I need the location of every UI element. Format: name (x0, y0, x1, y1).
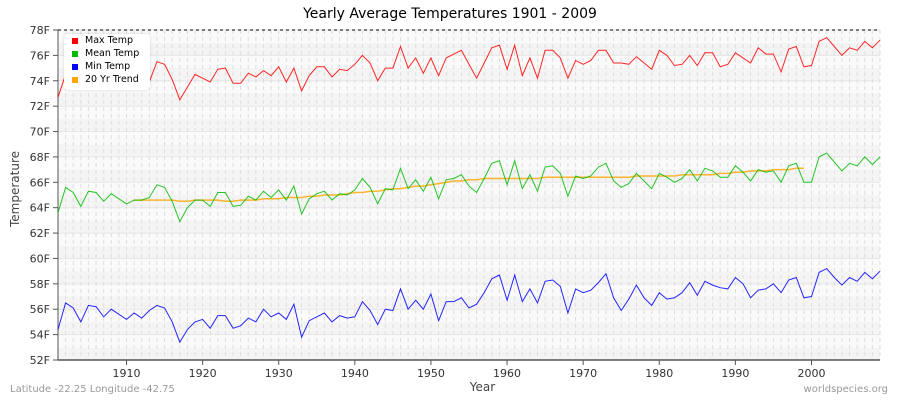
x-tick-label: 1930 (265, 367, 293, 380)
y-tick-label: 58F (30, 278, 50, 291)
x-tick-label: 1910 (113, 367, 141, 380)
x-tick-label: 1970 (569, 367, 597, 380)
legend-label: 20 Yr Trend (85, 74, 139, 85)
x-tick-label: 1920 (189, 367, 217, 380)
y-tick-label: 74F (30, 75, 50, 88)
y-tick-label: 76F (30, 49, 50, 62)
series-line-20-yr-trend (134, 167, 804, 203)
y-tick-label: 78F (30, 24, 50, 37)
mean-swatch (72, 50, 78, 57)
y-tick-label: 60F (30, 252, 50, 265)
x-axis-label: Year (469, 380, 496, 394)
y-tick-label: 62F (30, 227, 50, 240)
source-link[interactable]: worldspecies.org (803, 384, 888, 395)
y-tick-label: 56F (30, 303, 50, 316)
series-line-max-temp (57, 36, 881, 101)
legend-item-trend[interactable]: 20 Yr Trend (64, 73, 150, 86)
legend-label: Min Temp (85, 61, 131, 72)
y-tick-label: 72F (30, 100, 50, 113)
legend-item-mean[interactable]: Mean Temp (64, 47, 150, 60)
series-line-min-temp (57, 267, 881, 344)
chart-title: Yearly Average Temperatures 1901 - 2009 (303, 6, 597, 22)
y-tick-label: 70F (30, 126, 50, 139)
legend-item-max[interactable]: Max Temp (64, 34, 150, 47)
y-axis-label: Temperature (8, 150, 22, 227)
location-text: Latitude -22.25 Longitude -42.75 (10, 384, 175, 395)
x-tick-label: 1940 (341, 367, 369, 380)
x-tick-label: 1980 (645, 367, 673, 380)
series-line-mean-temp (57, 152, 881, 223)
y-tick-label: 64F (30, 202, 50, 215)
min-swatch (72, 63, 78, 70)
legend-label: Max Temp (85, 35, 133, 46)
x-tick-label: 1950 (417, 367, 445, 380)
x-tick-label: 1960 (493, 367, 521, 380)
y-tick-label: 66F (30, 176, 50, 189)
x-tick-label: 2000 (798, 367, 826, 380)
trend-swatch (72, 76, 78, 83)
max-swatch (72, 37, 78, 44)
y-tick-label: 68F (30, 151, 50, 164)
x-tick-label: 1990 (721, 367, 749, 380)
legend: Max Temp Mean Temp Min Temp 20 Yr Trend (64, 34, 150, 90)
legend-item-min[interactable]: Min Temp (64, 60, 150, 73)
legend-label: Mean Temp (85, 48, 140, 59)
y-tick-label: 52F (30, 354, 50, 367)
y-tick-label: 54F (30, 329, 50, 342)
